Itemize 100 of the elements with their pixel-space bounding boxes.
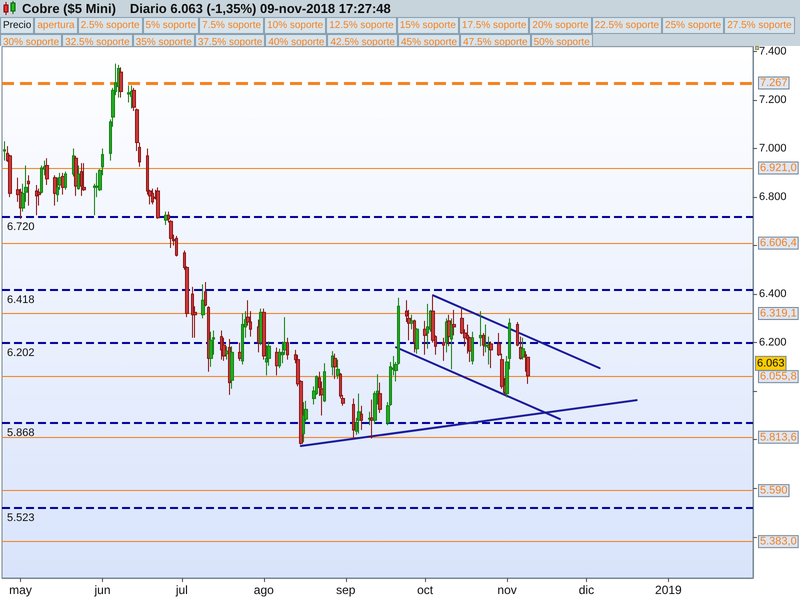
candlestick [56, 177, 59, 202]
candlestick [471, 331, 474, 365]
annotation: 40% soporte [265, 34, 328, 51]
annotation: 37.5% soporte [194, 34, 266, 51]
ref-line-label: 6.606,4 [760, 237, 797, 250]
candlestick [209, 331, 213, 368]
candlestick [53, 174, 57, 206]
annotation: 50% soporte [530, 34, 593, 51]
annotation: 45% soporte [398, 34, 460, 51]
candlestick [204, 281, 207, 307]
ref-line-label: 5.383,0 [760, 536, 797, 548]
candlestick [521, 337, 525, 360]
ref-line-label: 5.523 [7, 512, 35, 524]
annotation: 47.5% soporte [460, 34, 531, 51]
ref-line-label: 6.055,8 [760, 370, 797, 383]
ref-line-label: 6.921,0 [760, 162, 797, 174]
candlestick [82, 162, 86, 192]
candlestick [265, 344, 268, 376]
text: apertura [34, 17, 78, 34]
candlestick [442, 337, 445, 362]
candlestick [262, 308, 266, 360]
y-tick-label: 7.400 [759, 46, 787, 58]
annotation: 30% soporte [0, 34, 62, 51]
candlestick [302, 402, 305, 443]
candlestick [482, 332, 485, 356]
candlestick [336, 359, 340, 380]
candlestick [175, 235, 178, 258]
candlestick [164, 211, 168, 226]
candlestick [357, 393, 361, 434]
text: 6.063 [757, 357, 785, 370]
text: 17.5% soporte [458, 17, 530, 34]
candlestick [352, 398, 355, 439]
text: 12.5% soporte [326, 17, 397, 34]
text: 22.5% soporte [592, 17, 662, 34]
candlestick [27, 174, 30, 206]
chart-title: Cobre ($5 Mini) [22, 1, 116, 16]
x-tick-label: ago [254, 583, 274, 597]
candlestick [452, 309, 456, 336]
candlestick [370, 399, 374, 439]
text: 7.5% soporte [199, 17, 264, 34]
candlestick [74, 155, 78, 196]
text: Precio [0, 17, 34, 34]
y-tick-label: 7.200 [759, 94, 787, 106]
candlestick [489, 340, 493, 369]
candlestick [191, 286, 194, 338]
ref-line-label: 6.720 [7, 220, 35, 233]
x-tick-label: nov [497, 583, 517, 597]
candlestick [368, 411, 371, 426]
candlestick [415, 328, 419, 354]
x-tick-label: jun [93, 583, 110, 597]
candlestick [130, 84, 133, 110]
annotation: 32.5% soporte [62, 34, 133, 51]
candlestick [241, 313, 244, 365]
candlestick [35, 184, 38, 216]
candlestick [360, 405, 363, 430]
candlestick [479, 310, 482, 347]
text: 15% soporte [396, 17, 459, 34]
candlestick [220, 330, 223, 360]
candlestick [378, 382, 382, 414]
candlestick [119, 66, 123, 98]
candlestick [207, 306, 210, 372]
chart-subtitle: Diario 6.063 (-1,35%) 09-nov-2018 17:27:48 [130, 1, 391, 16]
y-tick-label: 6.200 [759, 336, 787, 349]
candlestick [151, 188, 154, 205]
candlestick [3, 140, 6, 162]
candlestick [286, 337, 289, 360]
candlestick [447, 314, 451, 347]
candlestick [201, 284, 205, 319]
candlestick [331, 350, 334, 376]
candlestick [156, 186, 160, 220]
text: 10% soporte [264, 17, 326, 34]
ref-line-label: 5.590 [760, 484, 788, 497]
ref-line-label: 6.418 [7, 294, 35, 306]
ref-line-label: 5.813,6 [760, 431, 797, 444]
ref-line-label: 6.202 [7, 347, 35, 360]
ref-line-label: 6.319,1 [760, 308, 797, 320]
candlestick [450, 318, 453, 370]
candlestick [80, 162, 83, 196]
text: 2.5% soporte [78, 17, 143, 34]
x-tick-label: may [9, 583, 32, 597]
ref-line-label: 5.868 [7, 427, 35, 440]
candlestick [423, 320, 427, 356]
candlestick [426, 303, 429, 350]
annotation: 35% soporte [132, 34, 195, 51]
candlestick [410, 314, 414, 330]
x-tick-label: sep [336, 583, 356, 597]
candlestick [323, 362, 326, 403]
candlestick [77, 165, 80, 190]
y-tick-label: 7.000 [759, 142, 787, 155]
text: 20% soporte [529, 17, 592, 34]
text: 5% soporte [142, 17, 200, 34]
x-tick-label: jul [174, 583, 188, 597]
candlestick [225, 346, 229, 360]
ref-line-label: 7.267 [760, 77, 788, 90]
annotation: 42.5% soporte [327, 34, 398, 51]
y-tick-label: 6.400 [759, 288, 787, 300]
candlestick [64, 171, 67, 190]
candlestick [238, 342, 242, 362]
x-tick-label: 2019 [655, 583, 682, 597]
x-tick-label: dic [578, 583, 594, 597]
